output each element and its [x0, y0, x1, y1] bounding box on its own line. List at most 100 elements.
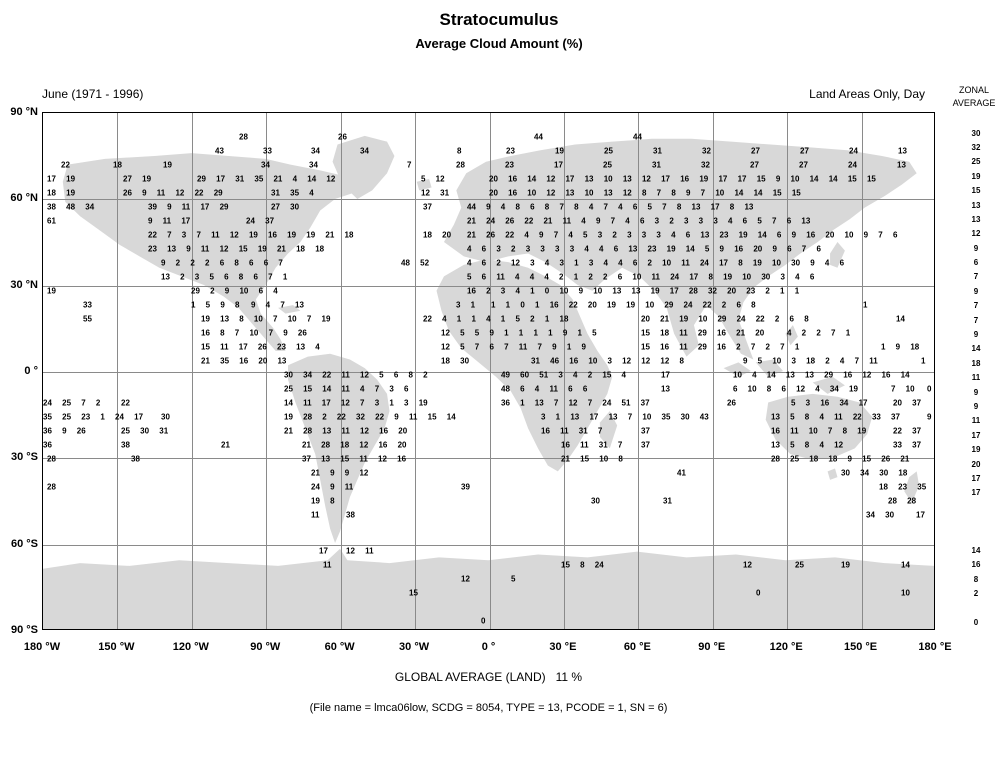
grid-value: 21 24 26 22 21 11 4 9 7 4 6 3 2 3 3 3 4 … [467, 216, 811, 226]
grid-value: 13 [661, 384, 670, 394]
grid-value: 38 48 34 [47, 202, 95, 212]
y-tick-label: 30 °S [10, 451, 38, 464]
grid-value: 1 5 9 8 [191, 300, 240, 310]
x-tick-label: 150 °E [844, 641, 878, 653]
grid-value: 33 37 [893, 440, 922, 450]
grid-value: 5 3 16 34 17 [791, 398, 868, 408]
grid-value: 30 34 22 11 12 5 6 8 2 [284, 370, 428, 380]
zonal-average-value: 13 [971, 214, 981, 224]
grid-value: 16 2 3 4 1 0 10 9 10 13 13 19 17 28 32 2… [467, 286, 800, 296]
landmass-greenland [332, 135, 395, 199]
grid-line-vertical [861, 113, 863, 629]
x-tick-label: 30 °W [399, 641, 430, 653]
grid-value: 25 15 14 11 4 7 3 6 [284, 384, 409, 394]
grid-value: 25 [604, 146, 613, 156]
grid-value: 19 [841, 560, 850, 570]
grid-line-vertical [266, 113, 268, 629]
grid-value: 26 9 11 12 22 29 [123, 188, 223, 198]
grid-line-horizontal [43, 458, 934, 460]
grid-value: 13 [897, 160, 906, 170]
grid-value: 13 5 8 4 12 [771, 440, 844, 450]
x-tick-label: 90 °E [698, 641, 726, 653]
grid-value: 36 9 26 [43, 426, 86, 436]
file-info-label: (File name = lmca06low, SCDG = 8054, TYP… [309, 702, 668, 714]
grid-value: 27 30 [271, 202, 300, 212]
grid-line-horizontal [43, 544, 934, 546]
grid-value: 27 [750, 160, 759, 170]
grid-value: 17 [554, 160, 563, 170]
grid-value: 0 [481, 616, 486, 626]
zonal-average-value: 9 [973, 401, 979, 411]
grid-value: 14 11 17 12 7 3 1 3 19 [284, 398, 428, 408]
zonal-average-column-header: ZONAL AVERAGE [950, 84, 998, 110]
x-tick-label: 60 °W [324, 641, 355, 653]
grid-value: 19 [47, 286, 56, 296]
x-tick-label: 180 °E [918, 641, 952, 653]
grid-value: 19 [163, 160, 172, 170]
grid-line-vertical [638, 113, 640, 629]
y-tick-label: 60 °S [10, 537, 38, 550]
grid-line-vertical [340, 113, 342, 629]
grid-value: 37 [423, 202, 432, 212]
grid-value: 10 [901, 588, 910, 598]
grid-value: 5 12 [421, 174, 445, 184]
grid-line-horizontal [43, 199, 934, 201]
grid-value: 0 [756, 588, 761, 598]
zonal-average-value: 16 [971, 560, 981, 570]
grid-value: 37 [641, 426, 650, 436]
grid-value: 6 10 8 6 12 4 34 19 [733, 384, 858, 394]
grid-value: 19 8 [311, 496, 335, 506]
zonal-average-value: 12 [971, 229, 981, 239]
grid-value: 34 30 [866, 510, 895, 520]
grid-value: 44 9 4 8 6 8 7 8 4 7 4 6 5 7 8 13 17 8 1… [467, 202, 754, 212]
y-tick-label: 60 °N [10, 192, 38, 205]
grid-value: 11 [323, 560, 332, 570]
landmass-australia [765, 393, 873, 460]
grid-line-vertical [563, 113, 565, 629]
x-tick-label: 0 ° [481, 641, 496, 653]
grid-value: 27 [800, 146, 809, 156]
grid-line-vertical [787, 113, 789, 629]
grid-value: 35 25 23 1 24 17 [43, 412, 144, 422]
grid-value: 25 [603, 160, 612, 170]
landmass-cuba [278, 305, 301, 314]
grid-value: 22 [61, 160, 70, 170]
grid-value: 33 [263, 146, 272, 156]
grid-value: 13 [898, 146, 907, 156]
zonal-average-value: 7 [973, 301, 979, 311]
landmass-new-guinea [812, 376, 845, 394]
grid-value: 15 8 24 [561, 560, 604, 570]
period-label: June (1971 - 1996) [42, 87, 144, 101]
map-area: 28 26 44 44 43 33 34 34 8 23 19 25 31 32 27 27 24 13 22 18 1… [42, 112, 935, 630]
landmass-eurasia [443, 138, 917, 360]
grid-value: 48 52 [401, 258, 430, 268]
world-map-svg [43, 135, 934, 629]
grid-value: 4 6 2 12 3 4 3 1 3 4 4 6 2 10 11 24 17 8… [467, 258, 845, 268]
zonal-average-value: 11 [971, 416, 981, 426]
zonal-average-value: 17 [971, 430, 981, 440]
grid-value: 9 2 2 2 6 8 6 6 7 [161, 258, 283, 268]
grid-value: 27 19 [123, 174, 152, 184]
x-tick-label: 90 °W [250, 641, 281, 653]
x-tick-label: 150 °W [98, 641, 135, 653]
grid-value: 16 11 10 7 8 19 [771, 426, 867, 436]
zonal-average-value: 0 [973, 617, 979, 627]
grid-value: 1 9 18 [881, 342, 920, 352]
grid-value: 23 [505, 160, 514, 170]
grid-value: 61 [47, 216, 56, 226]
grid-line-vertical [191, 113, 193, 629]
grid-value: 34 [360, 146, 369, 156]
grid-value: 1 1 0 1 16 22 20 19 19 10 29 24 22 2 6 8 [491, 300, 756, 310]
zonal-average-value: 25 [971, 157, 981, 167]
zonal-average-value: 13 [971, 200, 981, 210]
x-tick-label: 30 °E [549, 641, 577, 653]
grid-value: 4 6 3 2 3 3 3 3 4 4 6 13 23 19 14 5 9 16… [467, 244, 821, 254]
landmass-africa [436, 259, 613, 472]
zonal-average-value: 7 [973, 315, 979, 325]
grid-value: 32 [702, 146, 711, 156]
zonal-average-value: 30 [971, 128, 981, 138]
grid-value: 38 [346, 510, 355, 520]
global-average-label: GLOBAL AVERAGE (LAND) 11 % [394, 670, 583, 684]
grid-value: 10 4 14 13 13 29 16 12 16 14 [733, 370, 910, 380]
grid-value: 43 [215, 146, 224, 156]
